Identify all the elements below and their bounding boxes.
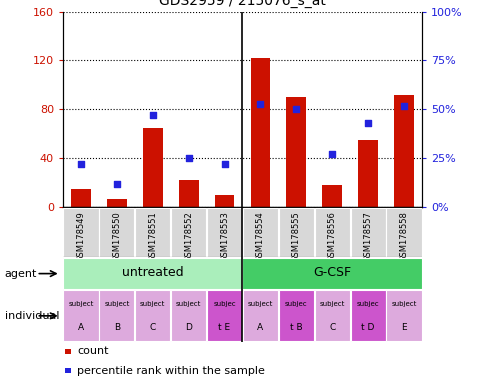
Text: A: A [257,323,263,332]
Bar [71,189,91,207]
Text: t E: t E [218,323,230,332]
Text: untreated: untreated [121,266,183,280]
Text: G-CSF: G-CSF [313,266,350,280]
Point [184,155,192,161]
FancyBboxPatch shape [135,290,170,341]
FancyBboxPatch shape [386,208,421,257]
Text: D: D [185,323,192,332]
FancyBboxPatch shape [207,290,242,341]
Point [77,161,85,167]
Point [399,103,407,109]
FancyBboxPatch shape [242,258,421,289]
Bar [250,58,270,207]
FancyBboxPatch shape [278,208,313,257]
Point [363,120,371,126]
Text: subject: subject [391,301,416,308]
Bar [179,180,198,207]
FancyBboxPatch shape [207,208,242,257]
Text: GSM178556: GSM178556 [327,211,336,262]
FancyBboxPatch shape [242,208,277,257]
Text: GSM178551: GSM178551 [148,211,157,262]
Text: subject: subject [247,301,272,308]
Bar [107,199,126,207]
FancyBboxPatch shape [386,290,421,341]
Text: GSM178553: GSM178553 [220,211,228,262]
FancyBboxPatch shape [171,290,206,341]
Point [113,181,121,187]
Bar [358,140,377,207]
Title: GDS2959 / 215076_s_at: GDS2959 / 215076_s_at [159,0,325,8]
FancyBboxPatch shape [242,290,277,341]
Text: C: C [150,323,155,332]
FancyBboxPatch shape [99,290,134,341]
Text: B: B [114,323,120,332]
Point [292,106,300,113]
Text: agent: agent [5,268,37,279]
FancyBboxPatch shape [171,208,206,257]
FancyBboxPatch shape [350,208,385,257]
Bar [322,185,341,207]
FancyBboxPatch shape [314,290,349,341]
Text: count: count [77,346,108,356]
Text: subject: subject [104,301,129,308]
FancyBboxPatch shape [278,290,313,341]
Point [149,112,156,118]
Text: GSM178552: GSM178552 [184,211,193,262]
Text: t B: t B [289,323,302,332]
FancyBboxPatch shape [63,290,98,341]
Bar [143,128,162,207]
FancyBboxPatch shape [314,208,349,257]
Text: GSM178558: GSM178558 [399,211,408,262]
Text: A: A [78,323,84,332]
Text: subjec: subjec [356,301,378,308]
Point [328,151,335,157]
Text: subject: subject [176,301,201,308]
FancyBboxPatch shape [135,208,170,257]
Bar [393,95,413,207]
Text: GSM178555: GSM178555 [291,211,300,262]
Text: subjec: subjec [213,301,235,308]
FancyBboxPatch shape [63,258,242,289]
Text: GSM178557: GSM178557 [363,211,372,262]
Text: GSM178549: GSM178549 [76,211,85,262]
Text: GSM178554: GSM178554 [256,211,264,262]
Text: individual: individual [5,311,59,321]
Text: t D: t D [361,323,374,332]
Text: subject: subject [319,301,344,308]
Text: subjec: subjec [285,301,307,308]
FancyBboxPatch shape [63,208,98,257]
Text: percentile rank within the sample: percentile rank within the sample [77,366,264,376]
Text: C: C [329,323,334,332]
Point [220,161,228,167]
Bar [286,97,305,207]
Text: E: E [400,323,406,332]
Text: subject: subject [140,301,165,308]
Text: GSM178550: GSM178550 [112,211,121,262]
FancyBboxPatch shape [99,208,134,257]
Bar [214,195,234,207]
Text: subject: subject [68,301,93,308]
Point [256,101,264,107]
FancyBboxPatch shape [350,290,385,341]
